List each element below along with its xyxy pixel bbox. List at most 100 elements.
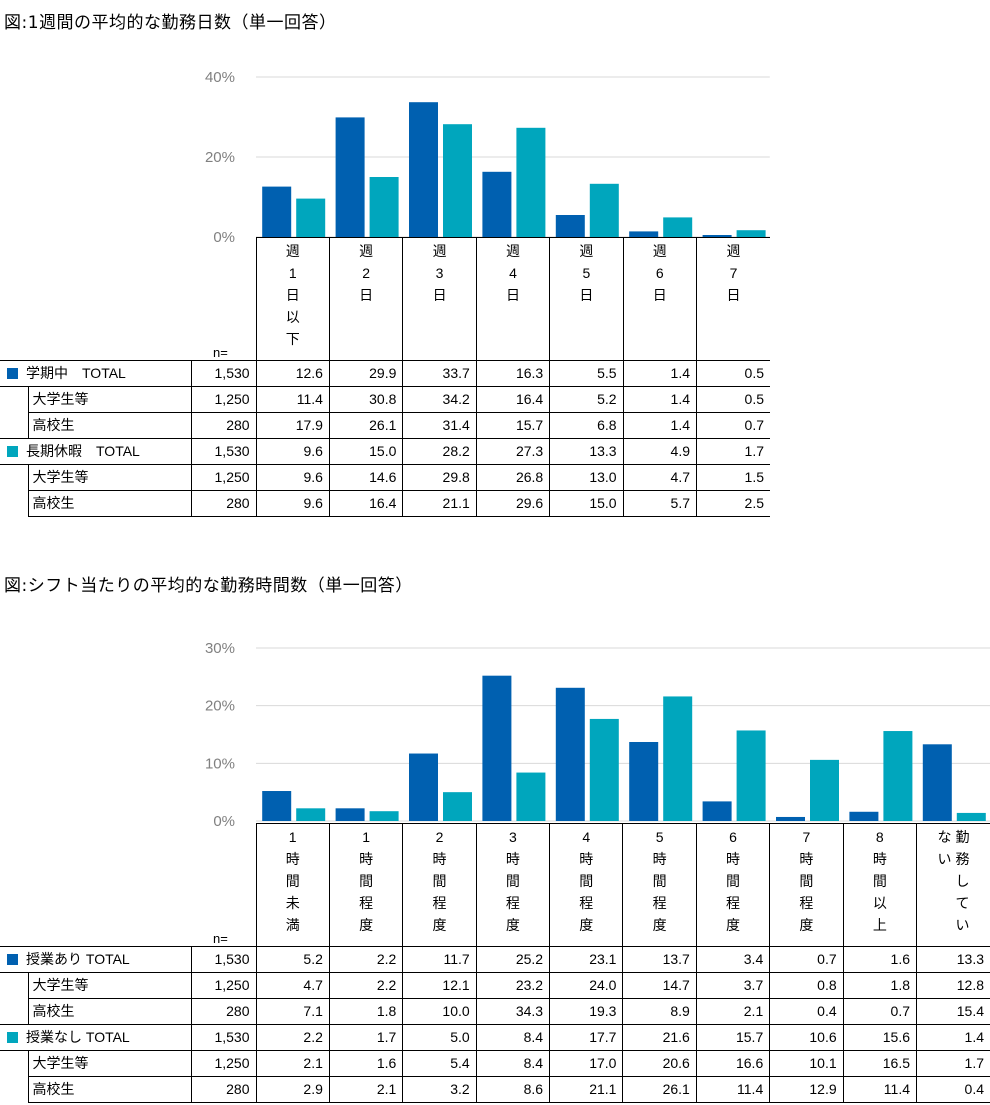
data-cell: 2.2 xyxy=(328,945,403,973)
bar-series1-1 xyxy=(262,791,292,821)
table-row: 大学生等 1,250 2.1 1.6 5.4 8.4 17.0 20.6 16.6 10.1 16.… xyxy=(0,1050,990,1077)
chart2-data-table: n= 1 時間未満 1 時間程度 2 時間程度 3 時間程度 4 時間程度 5 時間程度 6 時間程度 7 時間… xyxy=(0,823,990,1103)
group-label-cell: 長期休暇 TOTAL xyxy=(0,437,192,465)
table-row: 学期中 TOTAL 1,530 12.6 29.9 33.7 16.3 5.5 1.4 0.5 xyxy=(0,359,770,387)
data-cell: 20.6 xyxy=(622,1050,697,1077)
data-cell: 29.6 xyxy=(475,490,550,517)
bar-series2-5 xyxy=(589,718,619,821)
bar-series1-2 xyxy=(335,808,365,821)
data-cell: 1.4 xyxy=(916,1023,990,1051)
bar-series2-5 xyxy=(589,183,619,237)
row-label: 授業あり TOTAL xyxy=(26,951,130,967)
data-cell: 14.7 xyxy=(622,972,697,999)
data-cell: 0.8 xyxy=(769,972,844,999)
chart2-plot: 0% 10% 20% 30% xyxy=(205,640,990,830)
data-cell: 8.6 xyxy=(475,1076,550,1103)
data-cell: 34.2 xyxy=(402,386,477,413)
bar-series2-6 xyxy=(663,696,693,821)
data-cell: 13.0 xyxy=(549,464,624,491)
bar-series2-8 xyxy=(810,759,839,821)
n-label: n= xyxy=(213,344,228,360)
n-value: 280 xyxy=(190,412,257,439)
data-cell: 16.5 xyxy=(842,1050,917,1077)
group-label-cell: 学期中 TOTAL xyxy=(0,359,192,387)
data-cell: 12.9 xyxy=(769,1076,844,1103)
data-cell: 11.4 xyxy=(842,1076,917,1103)
table-row: 高校生 280 9.6 16.4 21.1 29.6 15.0 5.7 2.5 xyxy=(0,490,770,517)
data-cell: 5.2 xyxy=(549,386,624,413)
data-cell: 1.8 xyxy=(842,972,917,999)
table-row: 授業なし TOTAL 1,530 2.2 1.7 5.0 8.4 17.7 21.6 15.7 1… xyxy=(0,1023,990,1051)
table-row: 長期休暇 TOTAL 1,530 9.6 15.0 28.2 27.3 13.3 4.9 1.7 xyxy=(0,437,770,465)
chart1-title: 図:1週間の平均的な勤務日数（単一回答） xyxy=(4,13,337,33)
bar-series2-1 xyxy=(296,808,326,821)
data-cell: 26.1 xyxy=(328,412,403,439)
row-label: 高校生 xyxy=(27,412,192,439)
data-cell: 1.8 xyxy=(328,998,403,1025)
n-value: 1,250 xyxy=(190,464,257,491)
data-cell: 5.7 xyxy=(622,490,697,517)
bar-series2-2 xyxy=(369,177,399,237)
chart2-title: 図:シフト当たりの平均的な勤務時間数（単一回答） xyxy=(4,576,413,596)
row-label: 授業なし TOTAL xyxy=(26,1029,130,1045)
n-value: 1,530 xyxy=(190,437,257,465)
bar-series1-2 xyxy=(335,117,365,237)
data-cell: 11.4 xyxy=(695,1076,770,1103)
data-cell: 5.4 xyxy=(402,1050,477,1077)
data-cell: 9.6 xyxy=(255,464,330,491)
row-label: 高校生 xyxy=(27,998,191,1025)
data-cell: 10.1 xyxy=(769,1050,844,1077)
data-cell: 10.6 xyxy=(769,1023,844,1051)
y-tick-label: 0% xyxy=(213,813,235,830)
data-cell: 0.5 xyxy=(696,359,770,387)
bar-series2-2 xyxy=(369,811,399,821)
data-cell: 8.9 xyxy=(622,998,697,1025)
data-cell: 15.7 xyxy=(475,412,550,439)
column-header: ない勤務してい xyxy=(916,823,990,946)
data-cell: 15.4 xyxy=(916,998,990,1025)
n-value: 1,250 xyxy=(190,1050,256,1077)
bar-series2-4 xyxy=(516,127,546,237)
data-cell: 12.6 xyxy=(255,359,330,387)
n-value: 1,530 xyxy=(190,945,256,973)
data-cell: 12.8 xyxy=(916,972,990,999)
data-cell: 2.1 xyxy=(695,998,770,1025)
bar-series2-4 xyxy=(516,772,546,821)
data-cell: 5.5 xyxy=(549,359,624,387)
data-cell: 16.3 xyxy=(475,359,550,387)
data-cell: 1.4 xyxy=(622,412,697,439)
data-cell: 16.4 xyxy=(475,386,550,413)
data-cell: 17.7 xyxy=(549,1023,623,1051)
data-cell: 10.0 xyxy=(402,998,477,1025)
data-cell: 11.7 xyxy=(402,945,477,973)
data-cell: 21.6 xyxy=(622,1023,697,1051)
data-cell: 25.2 xyxy=(475,945,550,973)
data-cell: 15.6 xyxy=(842,1023,917,1051)
row-label: 高校生 xyxy=(27,490,192,517)
bar-series1-10 xyxy=(922,744,952,821)
data-cell: 13.3 xyxy=(916,945,990,973)
data-cell: 21.1 xyxy=(549,1076,623,1103)
data-cell: 4.7 xyxy=(622,464,697,491)
bar-series1-3 xyxy=(409,753,438,821)
data-cell: 8.4 xyxy=(475,1050,550,1077)
data-cell: 15.7 xyxy=(695,1023,770,1051)
bar-series1-7 xyxy=(702,801,732,821)
n-value: 280 xyxy=(190,1076,256,1103)
data-cell: 12.1 xyxy=(402,972,477,999)
bar-series2-7 xyxy=(736,230,766,237)
y-tick-label: 20% xyxy=(205,149,235,166)
data-cell: 27.3 xyxy=(475,437,550,465)
n-value: 280 xyxy=(190,490,257,517)
y-tick-label: 10% xyxy=(205,755,235,772)
n-value: 1,530 xyxy=(190,1023,256,1051)
data-cell: 3.2 xyxy=(402,1076,477,1103)
bar-series1-6 xyxy=(629,741,659,821)
row-label: 学期中 TOTAL xyxy=(26,365,126,381)
bar-series1-9 xyxy=(849,811,879,821)
